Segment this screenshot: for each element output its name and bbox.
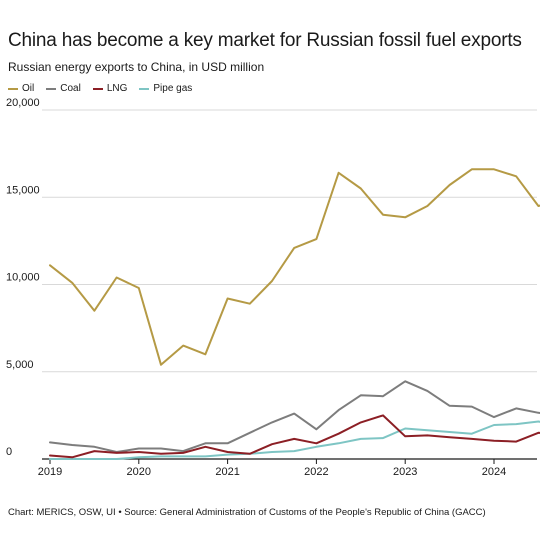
y-tick-label: 5,000 <box>6 359 34 371</box>
chart-subtitle: Russian energy exports to China, in USD … <box>8 60 265 74</box>
chart-footer: Chart: MERICS, OSW, UI • Source: General… <box>8 507 486 518</box>
legend-item-pipe-gas: Pipe gas <box>139 83 192 94</box>
y-tick-label: 20,000 <box>6 97 40 109</box>
y-tick-label: 0 <box>6 446 12 458</box>
x-tick-label: 2019 <box>38 466 62 478</box>
legend-label-lng: LNG <box>106 83 128 94</box>
y-tick-label: 10,000 <box>6 272 40 284</box>
x-tick-label: 2023 <box>393 466 417 478</box>
x-tick-label: 2024 <box>482 466 506 478</box>
legend-label-oil: Oil <box>22 83 35 94</box>
x-tick-label: 2020 <box>127 466 151 478</box>
legend-label-coal: Coal <box>60 83 81 94</box>
legend-swatch-coal <box>46 87 57 90</box>
x-tick-label: 2021 <box>215 466 239 478</box>
legend-swatch-pipe-gas <box>139 87 150 90</box>
series-line-coal <box>49 380 540 453</box>
chart-title: China has become a key market for Russia… <box>8 30 522 51</box>
chart-legend: Oil Coal LNG Pipe gas <box>8 83 192 94</box>
legend-item-coal: Coal <box>46 83 81 94</box>
legend-swatch-oil <box>8 87 18 90</box>
series-line-lng <box>49 414 540 459</box>
legend-item-oil: Oil <box>8 83 34 94</box>
x-tick-label: 2022 <box>304 466 328 478</box>
series-line-oil <box>49 168 540 366</box>
series-line-pipe-gas <box>49 420 540 460</box>
legend-label-pipe-gas: Pipe gas <box>153 83 193 94</box>
y-tick-label: 15,000 <box>6 184 40 196</box>
legend-swatch-lng <box>92 87 103 90</box>
legend-item-lng: LNG <box>92 83 128 94</box>
